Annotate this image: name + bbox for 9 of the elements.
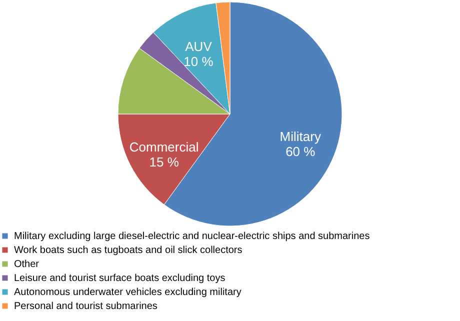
data-label: Commercial 15 % [129,140,199,170]
legend-label: Military excluding large diesel-electric and nuclear-electric ships and submarines [14,231,370,242]
data-label: Military 60 % [280,128,322,159]
data-label: AUV 10 % [184,39,214,70]
legend-label: Autonomous underwater vehicles excluding military [14,287,242,298]
legend-label: Other [14,259,40,270]
legend-label: Work boats such as tugboats and oil slick collectors [14,245,242,256]
legend-label: Personal and tourist submarines [14,301,158,312]
legend-label: Leisure and tourist surface boats excluding toys [14,273,226,284]
